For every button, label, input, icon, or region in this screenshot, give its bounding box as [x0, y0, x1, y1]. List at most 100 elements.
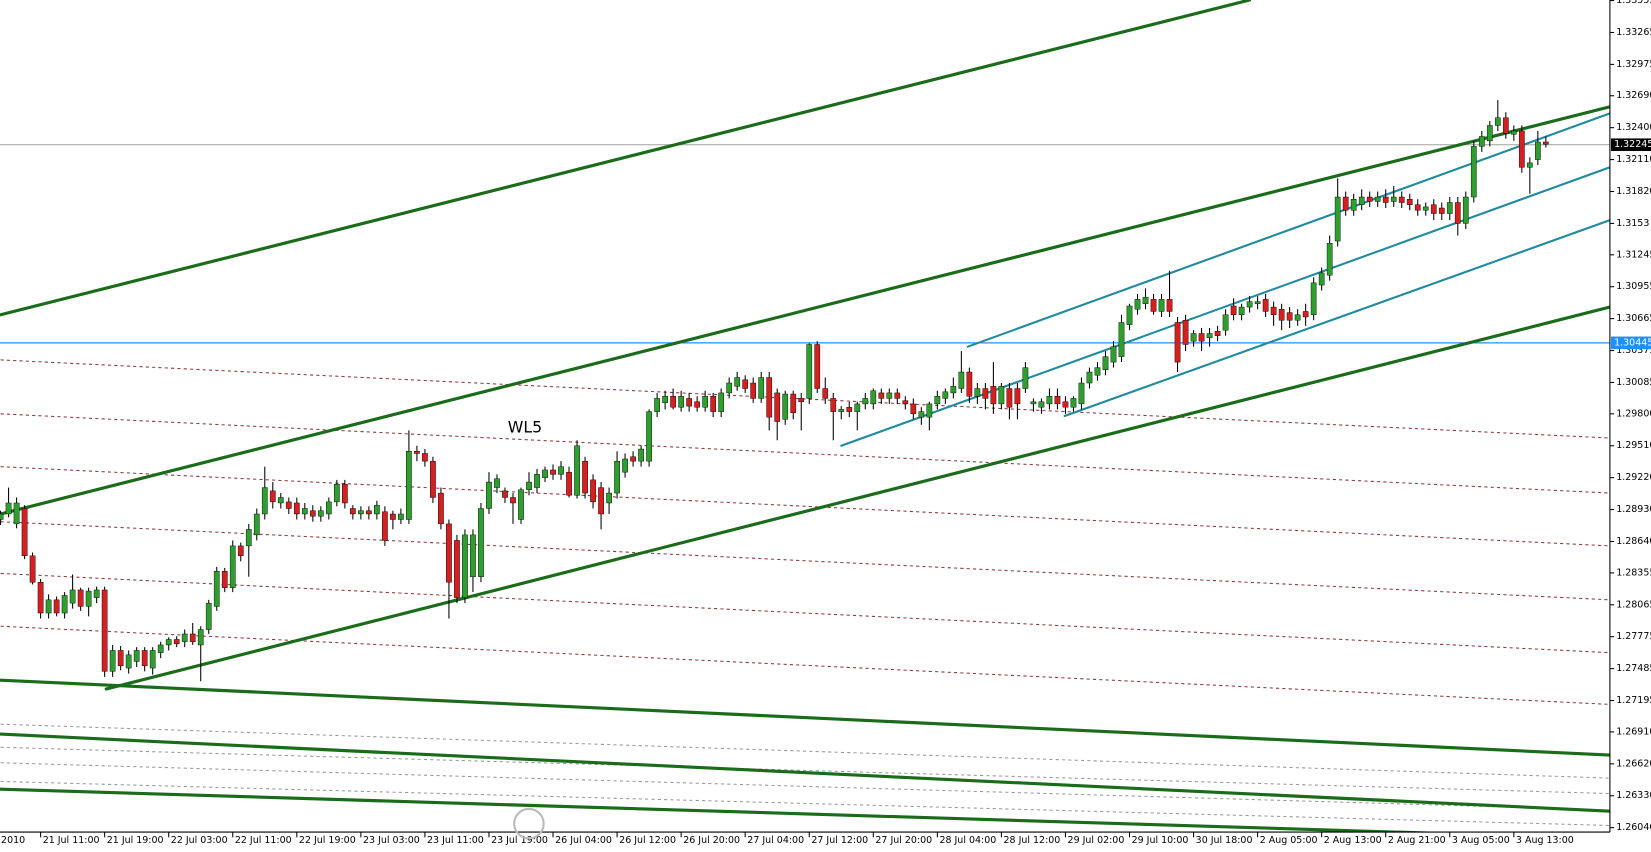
candle-body [1422, 206, 1429, 211]
candle-body [1470, 146, 1477, 198]
candle-body [702, 396, 708, 408]
candle-body [638, 448, 644, 462]
candle-body [414, 451, 420, 454]
candle-body [1294, 314, 1301, 321]
candle-body [1094, 367, 1101, 376]
candle-body [157, 644, 164, 653]
candle-body [1030, 401, 1037, 405]
candle-body [1510, 130, 1517, 135]
y-tick-label: 1.31820 [1616, 186, 1651, 197]
candle-body [1414, 204, 1421, 211]
candle-body [301, 508, 308, 515]
candle-body [726, 382, 733, 394]
candle-body [510, 497, 516, 504]
candle-body [1502, 117, 1509, 134]
candle-body [1134, 299, 1141, 310]
candle-body [1535, 141, 1541, 160]
y-tick-label: 1.26910 [1616, 726, 1651, 737]
candle-body [646, 411, 652, 462]
candle-body [1430, 204, 1437, 214]
x-tick-label: 21 Jul 19:00 [107, 835, 164, 846]
candle-body [478, 508, 484, 577]
candle-body [77, 589, 84, 607]
candle-body [1526, 162, 1533, 168]
candle-body [85, 590, 92, 607]
candle-body [1038, 401, 1045, 408]
candle-body [1006, 388, 1013, 408]
candle-body [566, 471, 572, 496]
candle-body [598, 487, 604, 515]
candle-body [1286, 312, 1293, 321]
dotted-line [0, 762, 1610, 811]
candle-body [1078, 382, 1085, 405]
candle-body [734, 377, 741, 387]
candle-body [1190, 333, 1197, 342]
candle-body [53, 599, 60, 614]
trendline [1063, 219, 1610, 418]
candle-body [1326, 243, 1333, 276]
candle-body [1222, 314, 1229, 331]
dotted-line [0, 746, 1610, 795]
candle-body [454, 540, 460, 598]
candle-body [1350, 199, 1357, 211]
candle-body [1278, 309, 1285, 321]
candle-body [430, 460, 436, 498]
y-tick-label: 1.29510 [1616, 440, 1651, 451]
candle-body [934, 396, 941, 405]
x-tick-label: 27 Jul 04:00 [747, 835, 804, 846]
candle-body [678, 396, 684, 408]
dotted-line [0, 723, 1610, 779]
candle-body [622, 458, 628, 473]
x-tick-label: 23 Jul 11:00 [427, 835, 484, 846]
x-tick-label: 21 Jul 11:00 [43, 835, 100, 846]
candle-body [854, 403, 861, 412]
candle-body [309, 510, 316, 517]
candle-body [470, 534, 476, 577]
y-tick-label: 1.28640 [1616, 536, 1651, 547]
candle-body [1086, 371, 1093, 384]
candle-body [1494, 117, 1501, 126]
x-tick-label: 2 Aug 05:00 [1260, 835, 1318, 846]
y-tick-label: 1.32690 [1616, 90, 1651, 101]
candle-body [1462, 196, 1469, 224]
candle-body [285, 501, 292, 509]
y-tick-label: 1.26040 [1616, 822, 1651, 833]
level-label: 1.30445 [1614, 337, 1651, 348]
candle-body [1342, 196, 1349, 211]
candle-body [1446, 202, 1453, 214]
candle-body [117, 650, 124, 667]
candle-body [446, 523, 452, 583]
candle-body [982, 388, 989, 399]
candle-body [173, 639, 180, 645]
candle-body [790, 393, 797, 413]
y-tick-label: 1.33555 [1616, 0, 1651, 6]
candle-body [1158, 299, 1165, 312]
x-tick-label: 22 Jul 19:00 [299, 835, 356, 846]
candle-body [1110, 346, 1117, 363]
trendline [0, 0, 1252, 317]
candle-body [109, 650, 116, 672]
candle-body [1262, 299, 1269, 312]
candle-body [293, 502, 300, 515]
candle-body [277, 497, 284, 504]
x-edge-label: 2010 [1, 835, 25, 846]
candle-body [1334, 196, 1341, 242]
y-tick-label: 1.32975 [1616, 59, 1651, 70]
y-tick-label: 1.3153 [1616, 218, 1649, 229]
y-tick-label: 1.28355 [1616, 567, 1651, 578]
candle-body [69, 589, 76, 604]
candle-body [358, 510, 364, 515]
candle-body [526, 481, 532, 490]
x-tick-label: 26 Jul 04:00 [555, 835, 612, 846]
candle-body [1238, 306, 1245, 315]
candle-body [213, 571, 220, 607]
y-tick-label: 1.30665 [1616, 313, 1651, 324]
candle-body [894, 392, 901, 399]
candle-body [390, 513, 396, 520]
candle-body [245, 529, 252, 547]
candle-body [574, 445, 580, 496]
candle-body [406, 451, 412, 520]
candle-body [614, 460, 620, 494]
candle-body [382, 511, 388, 541]
